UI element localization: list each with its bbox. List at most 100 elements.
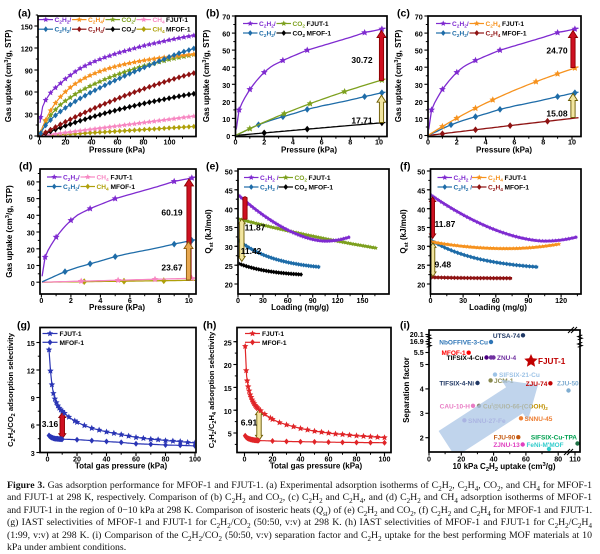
svg-text:CH4: CH4 (97, 174, 110, 183)
svg-text:20: 20 (417, 281, 425, 290)
svg-text:UTSA-74: UTSA-74 (493, 333, 520, 340)
svg-text:25: 25 (225, 262, 233, 271)
svg-text:0: 0 (236, 296, 240, 305)
svg-text:CO2: CO2 (293, 30, 306, 39)
svg-text:FJUT-1: FJUT-1 (111, 174, 133, 181)
svg-text:30: 30 (222, 81, 230, 90)
svg-text:CO2: CO2 (295, 184, 308, 193)
svg-text:20: 20 (27, 245, 35, 254)
svg-text:MFOF-1: MFOF-1 (307, 30, 332, 37)
svg-text:2: 2 (455, 137, 459, 146)
svg-text:40: 40 (88, 137, 96, 146)
svg-text:(a): (a) (18, 8, 31, 20)
svg-text:90: 90 (309, 296, 317, 305)
svg-text:3: 3 (31, 449, 35, 458)
svg-text:(i): (i) (400, 320, 410, 332)
svg-text:FJUT-1: FJUT-1 (60, 331, 82, 338)
svg-text:Loading (mg/g): Loading (mg/g) (469, 303, 527, 312)
svg-text:SIFSIX-21-Cu: SIFSIX-21-Cu (499, 372, 540, 379)
svg-text:30: 30 (259, 296, 267, 305)
svg-text:0: 0 (46, 455, 50, 464)
svg-text:Total gas pressure (kPa): Total gas pressure (kPa) (270, 461, 363, 470)
svg-text:70: 70 (415, 13, 423, 22)
svg-text:6: 6 (128, 296, 132, 305)
svg-text:C2H2/: C2H2/ (452, 30, 469, 39)
svg-text:C2H2/: C2H2/ (55, 17, 72, 26)
svg-text:C2H4/: C2H4/ (88, 27, 105, 36)
svg-text:3: 3 (420, 409, 424, 418)
svg-text:30: 30 (415, 81, 423, 90)
svg-text:60: 60 (284, 296, 292, 305)
svg-text:20: 20 (415, 98, 423, 107)
svg-text:60: 60 (325, 455, 333, 464)
svg-text:17.71: 17.71 (351, 116, 373, 126)
svg-text:C2H4: C2H4 (488, 184, 503, 193)
svg-text:ZJU-50: ZJU-50 (557, 381, 579, 388)
svg-text:11.42: 11.42 (241, 246, 262, 256)
svg-text:Pressure (kPa): Pressure (kPa) (89, 303, 145, 312)
svg-text:C2H4: C2H4 (486, 30, 501, 39)
svg-text:FJUT-1: FJUT-1 (505, 175, 527, 182)
svg-text:25: 25 (224, 338, 232, 347)
svg-text:50: 50 (225, 168, 233, 177)
svg-text:Gas uptake (cm3/g, STP): Gas uptake (cm3/g, STP) (5, 185, 14, 278)
svg-text:FJU-90: FJU-90 (494, 435, 516, 442)
svg-text:C2H2/: C2H2/ (452, 21, 469, 30)
svg-text:45: 45 (417, 186, 425, 195)
svg-text:SNNU-45: SNNU-45 (525, 416, 553, 423)
svg-text:0: 0 (429, 296, 433, 305)
svg-text:40: 40 (297, 455, 305, 464)
svg-text:C2H2/: C2H2/ (55, 27, 72, 36)
svg-text:(b): (b) (206, 8, 219, 20)
svg-text:40: 40 (225, 205, 233, 214)
svg-text:15: 15 (27, 339, 35, 348)
svg-text:FJUT-1: FJUT-1 (502, 21, 524, 28)
svg-text:30: 30 (27, 229, 35, 238)
svg-text:C2H4: C2H4 (488, 175, 503, 184)
svg-text:(d): (d) (19, 161, 32, 173)
svg-text:6: 6 (31, 422, 35, 431)
svg-text:10: 10 (415, 115, 423, 124)
svg-text:20: 20 (457, 454, 465, 463)
svg-text:(c): (c) (397, 8, 410, 20)
svg-text:Total gas pressure (kPa): Total gas pressure (kPa) (75, 461, 168, 470)
svg-text:24.70: 24.70 (546, 46, 568, 56)
svg-text:6: 6 (320, 137, 324, 146)
svg-text:60: 60 (492, 296, 500, 305)
svg-text:60: 60 (222, 30, 230, 39)
svg-text:CO2/: CO2/ (122, 27, 137, 36)
svg-text:Gas uptake (cm3/g, STP): Gas uptake (cm3/g, STP) (202, 29, 211, 122)
svg-text:100: 100 (164, 137, 176, 146)
svg-text:FJUT-1: FJUT-1 (309, 175, 331, 182)
svg-text:3.16: 3.16 (42, 419, 59, 429)
svg-text:8: 8 (541, 137, 545, 146)
svg-text:Pressure (kPa): Pressure (kPa) (89, 146, 145, 155)
svg-text:10: 10 (568, 137, 576, 146)
svg-text:MFOF-1: MFOF-1 (111, 184, 136, 191)
svg-text:10: 10 (375, 137, 383, 146)
svg-text:120: 120 (555, 296, 567, 305)
svg-text:NbOFFIVE-3-Cu: NbOFFIVE-3-Cu (439, 340, 488, 347)
svg-text:0: 0 (426, 137, 430, 146)
svg-text:ZJNU-13: ZJNU-13 (493, 442, 520, 449)
svg-text:Qst (kJ/mol): Qst (kJ/mol) (399, 209, 410, 254)
svg-text:30: 30 (225, 243, 233, 252)
svg-text:0: 0 (226, 132, 230, 141)
svg-text:Separation factor: Separation factor (402, 357, 411, 423)
svg-text:80: 80 (140, 137, 148, 146)
svg-text:12: 12 (27, 367, 35, 376)
svg-text:8: 8 (157, 296, 161, 305)
svg-text:ZJU-74: ZJU-74 (526, 381, 548, 388)
svg-text:100: 100 (379, 455, 391, 464)
svg-text:60: 60 (415, 30, 423, 39)
svg-text:0: 0 (31, 279, 35, 288)
svg-text:C2H2/: C2H2/ (63, 174, 80, 183)
svg-text:40: 40 (27, 212, 35, 221)
svg-text:FJUT-1: FJUT-1 (538, 357, 566, 366)
svg-text:C2H2/: C2H2/ (259, 30, 276, 39)
svg-text:50: 50 (417, 168, 425, 177)
svg-text:Pressure (kPa): Pressure (kPa) (476, 146, 532, 155)
svg-text:MFOF-1: MFOF-1 (166, 27, 191, 34)
svg-text:90: 90 (524, 296, 532, 305)
svg-text:120: 120 (332, 296, 344, 305)
